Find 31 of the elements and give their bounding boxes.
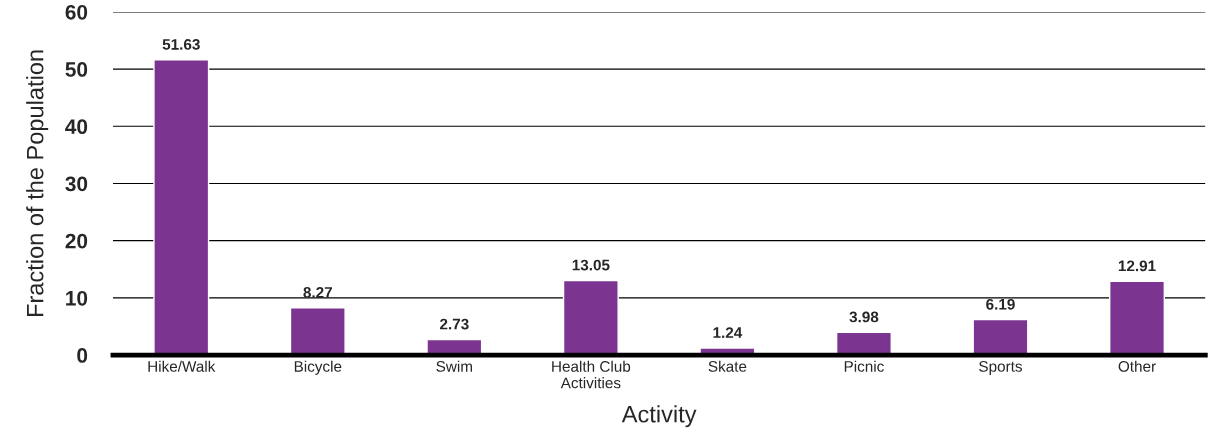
bar [972,318,1029,356]
x-tick-label: Other [1118,360,1156,372]
y-axis-title: Fraction of the Population [26,50,49,317]
x-tick-label: Skate [708,360,747,372]
y-tick-label: 0 [77,348,88,363]
data-label: 13.05 [572,259,610,271]
bar [1109,280,1166,356]
x-axis-title: Activity [621,405,697,428]
data-label: 1.24 [713,327,743,338]
y-tick-label: 20 [65,233,88,249]
data-label: 3.98 [849,311,879,323]
x-tick-label: Sports [979,361,1022,375]
x-tick-label: Picnic [844,360,884,372]
data-label: 2.73 [440,318,469,330]
data-label: 12.91 [1118,260,1156,272]
bar [835,331,892,356]
x-tick-label: Bicycle [294,360,342,375]
bar [562,279,619,356]
data-label: 8.27 [303,286,332,298]
x-tick-label: Health Club Activities [552,360,631,389]
bar [289,307,346,356]
y-tick-label: 50 [65,62,88,77]
y-tick-label: 60 [65,4,88,20]
data-label: 51.63 [162,38,200,50]
y-tick-label: 10 [66,290,88,306]
y-tick-label: 30 [65,176,88,192]
y-tick-label: 40 [65,119,88,135]
x-tick-label: Swim [436,360,472,372]
data-label: 6.19 [986,298,1015,310]
x-tick-label: Hike/Walk [148,360,216,372]
bar [153,59,210,356]
